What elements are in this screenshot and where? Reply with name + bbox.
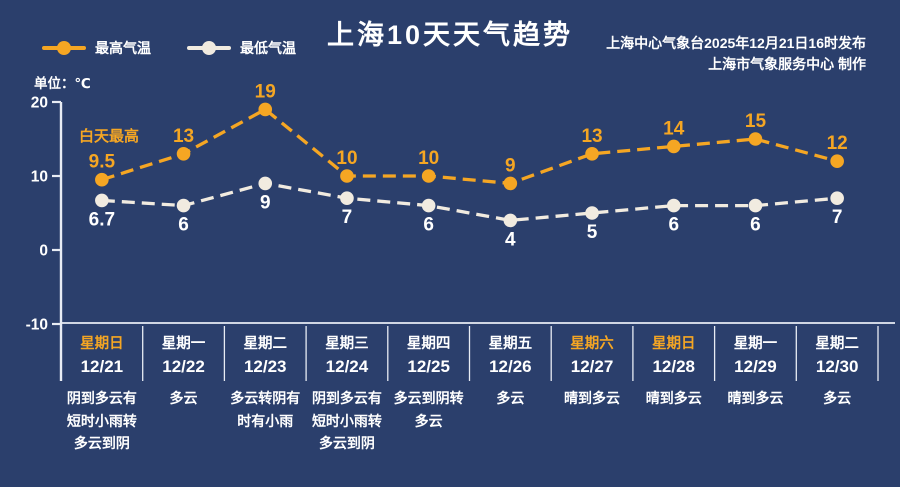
high-temp-marker: [258, 102, 273, 117]
high-temp-marker: [585, 147, 599, 161]
high-value-label: 12: [827, 133, 848, 154]
unit-label: 单位：℃: [34, 76, 91, 91]
low-temp-marker: [666, 198, 681, 213]
high-temp-legend-marker-icon: [42, 41, 86, 55]
high-temp-marker: [503, 176, 518, 191]
high-temp-line: [101, 107, 838, 186]
high-temp-marker: [421, 169, 436, 183]
low-value-label: 4: [505, 229, 516, 250]
high-temp-marker: [95, 172, 109, 187]
legend-label-high: 最高气温: [95, 40, 151, 56]
low-value-label: 6.7: [89, 209, 115, 230]
high-value-label: 9: [505, 155, 516, 176]
high-value-label: 13: [173, 126, 194, 147]
low-temp-marker: [585, 206, 599, 220]
source-line-1: 上海中心气象台2025年12月21日16时发布: [606, 35, 866, 51]
high-temp-marker: [176, 147, 191, 161]
high-temp-marker: [340, 169, 354, 183]
low-value-label: 6: [668, 215, 679, 236]
low-temp-marker: [340, 191, 354, 205]
y-tick-label: 0: [39, 243, 48, 260]
high-temp-marker: [748, 132, 763, 146]
low-temp-marker: [830, 191, 844, 205]
high-value-label: 9.5: [89, 152, 116, 173]
daytime-max-annotation: 白天最高: [79, 128, 140, 145]
y-tick-label: 20: [31, 95, 48, 112]
legend-label-low: 最低气温: [240, 40, 296, 56]
high-value-label: 13: [581, 126, 602, 147]
y-tick-label: 10: [31, 169, 48, 186]
low-value-label: 6: [178, 215, 189, 236]
low-value-label: 6: [750, 215, 761, 236]
low-temp-legend-marker-icon: [187, 41, 231, 55]
low-temp-marker: [95, 193, 109, 208]
legend: 最高气温 最低气温: [42, 38, 296, 58]
high-value-label: 10: [336, 148, 357, 169]
low-value-label: 6: [423, 215, 434, 236]
high-temp-marker: [830, 154, 844, 168]
low-temp-marker: [503, 213, 518, 228]
source-line-2: 上海市气象服务中心 制作: [708, 56, 866, 72]
high-value-label: 14: [663, 118, 685, 139]
low-temp-marker: [176, 198, 191, 213]
legend-item: 最低气温: [187, 38, 296, 58]
legend-item: 最高气温: [42, 38, 151, 58]
y-tick-label: -10: [26, 317, 48, 334]
low-temp-marker: [748, 198, 763, 213]
high-value-label: 19: [255, 81, 276, 102]
low-temp-marker: [258, 176, 273, 191]
low-temp-line: [101, 181, 838, 223]
high-value-label: 10: [418, 148, 439, 169]
high-value-label: 15: [745, 111, 767, 132]
low-value-label: 9: [260, 192, 271, 213]
high-temp-marker: [666, 139, 681, 154]
low-value-label: 7: [342, 207, 353, 228]
low-value-label: 5: [587, 222, 598, 243]
low-value-label: 7: [832, 207, 843, 228]
page-title: 上海10天天气趋势: [326, 20, 574, 50]
low-temp-marker: [421, 198, 436, 213]
source-attribution: 上海中心气象台2025年12月21日16时发布 上海市气象服务中心 制作: [606, 33, 866, 75]
